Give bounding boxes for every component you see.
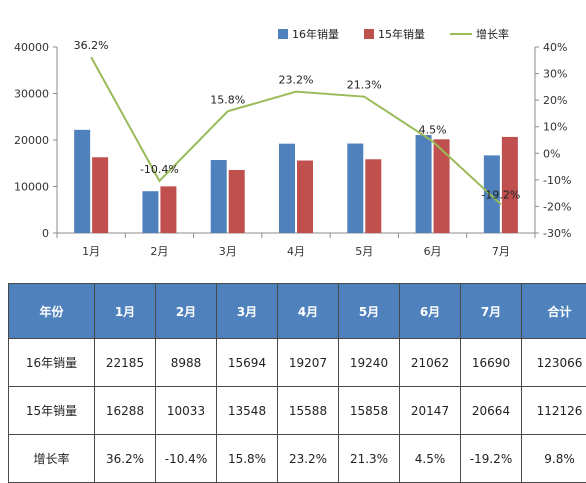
right-tick-label: -30% bbox=[543, 227, 571, 240]
bar-sales-2016 bbox=[279, 144, 295, 233]
table-cell: 15588 bbox=[278, 387, 339, 435]
row-label: 16年销量 bbox=[9, 339, 95, 387]
row-label: 增长率 bbox=[9, 435, 95, 483]
header-cell: 5月 bbox=[339, 284, 400, 339]
x-tick-label: 5月 bbox=[355, 245, 373, 258]
left-tick-label: 0 bbox=[42, 227, 49, 240]
table-cell: 9.8% bbox=[522, 435, 586, 483]
bar-sales-2016 bbox=[211, 160, 227, 233]
legend-label-2016: 16年销量 bbox=[292, 27, 339, 41]
x-tick-label: 2月 bbox=[150, 245, 168, 258]
sales-table: 年份 1月 2月 3月 4月 5月 6月 7月 合计 16年销量 22185 8… bbox=[8, 283, 586, 483]
legend-swatch-2015 bbox=[364, 29, 374, 39]
table-cell: 36.2% bbox=[95, 435, 156, 483]
table-cell: -19.2% bbox=[461, 435, 522, 483]
row-label: 15年销量 bbox=[9, 387, 95, 435]
bar-sales-2016 bbox=[142, 191, 158, 233]
table-cell: 21.3% bbox=[339, 435, 400, 483]
bar-sales-2016 bbox=[74, 130, 90, 233]
header-cell: 合计 bbox=[522, 284, 586, 339]
table-cell: 15.8% bbox=[217, 435, 278, 483]
x-tick-label: 6月 bbox=[424, 245, 442, 258]
right-tick-label: -20% bbox=[543, 200, 571, 213]
bar-sales-2015 bbox=[502, 137, 518, 233]
bar-sales-2015 bbox=[160, 186, 176, 233]
header-cell: 3月 bbox=[217, 284, 278, 339]
table-cell: 16288 bbox=[95, 387, 156, 435]
bar-sales-2015 bbox=[229, 170, 245, 233]
table-row: 15年销量 16288 10033 13548 15588 15858 2014… bbox=[9, 387, 586, 435]
legend-label-growth: 增长率 bbox=[476, 27, 509, 41]
table-cell: 123066 bbox=[522, 339, 586, 387]
right-tick-label: 40% bbox=[543, 41, 567, 54]
header-cell: 2月 bbox=[156, 284, 217, 339]
right-tick-label: 30% bbox=[543, 68, 567, 81]
table-cell: 112126 bbox=[522, 387, 586, 435]
table-cell: 10033 bbox=[156, 387, 217, 435]
x-tick-label: 7月 bbox=[492, 245, 510, 258]
left-tick-label: 10000 bbox=[14, 181, 49, 194]
table-cell: 13548 bbox=[217, 387, 278, 435]
growth-rate-label: 23.2% bbox=[279, 74, 314, 87]
table-cell: 15858 bbox=[339, 387, 400, 435]
table-cell: 4.5% bbox=[400, 435, 461, 483]
right-tick-label: 0% bbox=[543, 147, 560, 160]
bar-sales-2015 bbox=[365, 159, 381, 233]
bar-sales-2016 bbox=[416, 135, 432, 233]
table-cell: 22185 bbox=[95, 339, 156, 387]
sales-table-container: 年份 1月 2月 3月 4月 5月 6月 7月 合计 16年销量 22185 8… bbox=[8, 283, 582, 483]
table-row: 增长率 36.2% -10.4% 15.8% 23.2% 21.3% 4.5% … bbox=[9, 435, 586, 483]
table-cell: 19240 bbox=[339, 339, 400, 387]
table-cell: 16690 bbox=[461, 339, 522, 387]
left-tick-label: 40000 bbox=[14, 41, 49, 54]
table-cell: 8988 bbox=[156, 339, 217, 387]
x-tick-label: 4月 bbox=[287, 245, 305, 258]
bar-sales-2015 bbox=[297, 161, 313, 233]
table-cell: 20147 bbox=[400, 387, 461, 435]
x-tick-label: 3月 bbox=[219, 245, 237, 258]
table-cell: 19207 bbox=[278, 339, 339, 387]
bar-sales-2015 bbox=[92, 157, 108, 233]
sales-chart: 0 10000 20000 30000 40000 -30% -20% -10% 0% 10% 20… bbox=[0, 0, 586, 268]
right-tick-label: 10% bbox=[543, 121, 567, 134]
left-tick-label: 30000 bbox=[14, 88, 49, 101]
header-cell: 7月 bbox=[461, 284, 522, 339]
legend-swatch-2016 bbox=[278, 29, 288, 39]
growth-rate-label: 4.5% bbox=[419, 123, 447, 136]
bar-sales-2015 bbox=[434, 139, 450, 233]
header-cell: 1月 bbox=[95, 284, 156, 339]
growth-rate-label: 15.8% bbox=[210, 93, 245, 106]
header-cell: 年份 bbox=[9, 284, 95, 339]
growth-rate-label: -10.4% bbox=[140, 163, 179, 176]
table-cell: 20664 bbox=[461, 387, 522, 435]
table-cell: 15694 bbox=[217, 339, 278, 387]
header-cell: 4月 bbox=[278, 284, 339, 339]
x-tick-label: 1月 bbox=[82, 245, 100, 258]
right-tick-label: 20% bbox=[543, 94, 567, 107]
header-cell: 6月 bbox=[400, 284, 461, 339]
table-header-row: 年份 1月 2月 3月 4月 5月 6月 7月 合计 bbox=[9, 284, 586, 339]
right-tick-label: -10% bbox=[543, 174, 571, 187]
growth-rate-label: -19.2% bbox=[481, 188, 520, 201]
table-cell: 23.2% bbox=[278, 435, 339, 483]
table-cell: 21062 bbox=[400, 339, 461, 387]
growth-rate-label: 36.2% bbox=[74, 39, 109, 52]
bar-sales-2016 bbox=[347, 144, 363, 233]
table-row: 16年销量 22185 8988 15694 19207 19240 21062… bbox=[9, 339, 586, 387]
left-tick-label: 20000 bbox=[14, 134, 49, 147]
legend-label-2015: 15年销量 bbox=[378, 27, 425, 41]
growth-rate-label: 21.3% bbox=[347, 79, 382, 92]
table-cell: -10.4% bbox=[156, 435, 217, 483]
